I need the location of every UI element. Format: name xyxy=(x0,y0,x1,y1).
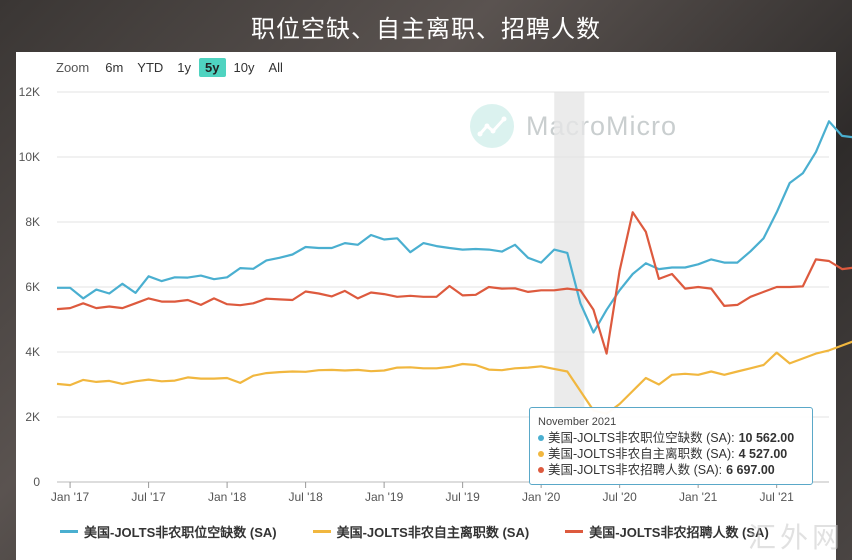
tooltip-row-hires: 美国-JOLTS非农招聘人数 (SA): 6 697.00 xyxy=(538,462,804,478)
tooltip-value: 4 527.00 xyxy=(738,447,788,461)
range-button-10y[interactable]: 10y xyxy=(233,59,255,75)
x-tick-label: Jul '17 xyxy=(131,490,166,504)
tooltip-dot-quits xyxy=(538,451,544,457)
x-tick-label: Jan '20 xyxy=(522,490,561,504)
legend-swatch-quits xyxy=(312,530,331,533)
legend-label-quits: 美国-JOLTS非农自主离职数 (SA) xyxy=(336,525,530,540)
legend-swatch-hires xyxy=(565,530,584,533)
tooltip-dot-openings xyxy=(538,435,544,441)
y-tick-label: 10K xyxy=(19,150,40,164)
y-tick-label: 2K xyxy=(25,410,40,424)
range-button-1y[interactable]: 1y xyxy=(177,59,192,75)
tooltip-value: 6 697.00 xyxy=(726,463,775,477)
tooltip-value: 10 562.00 xyxy=(738,431,795,445)
x-tick-label: Jul '21 xyxy=(760,490,795,504)
legend-label-openings: 美国-JOLTS非农职位空缺数 (SA) xyxy=(84,525,277,540)
series-line-2 xyxy=(56,211,852,355)
page-title: 职位空缺、自主离职、招聘人数 xyxy=(251,14,601,43)
y-tick-label: 8K xyxy=(25,215,40,229)
range-button-ytd[interactable]: YTD xyxy=(137,59,164,75)
tooltip-date: November 2021 xyxy=(538,416,617,428)
macromicro-watermark: MacroMicro xyxy=(470,104,677,148)
chart-legend: 美国-JOLTS非农职位空缺数 (SA) 美国-JOLTS非农自主离职数 (SA… xyxy=(60,522,820,541)
tooltip-row-openings: 美国-JOLTS非农职位空缺数 (SA): 10 562.00 xyxy=(538,430,804,446)
x-tick-label: Jul '19 xyxy=(445,490,480,504)
y-tick-label: 4K xyxy=(25,345,40,359)
watermark-text: MacroMicro xyxy=(526,110,678,141)
y-tick-label: 6K xyxy=(25,280,40,294)
legend-swatch-openings xyxy=(60,530,78,533)
tooltip-label: 美国-JOLTS非农职位空缺数 (SA): xyxy=(548,431,735,445)
legend-label-hires: 美国-JOLTS非农招聘人数 (SA) xyxy=(589,525,769,540)
range-button-5y[interactable]: 5y xyxy=(199,57,226,77)
series-line-0 xyxy=(57,120,852,334)
legend-item-openings[interactable]: 美国-JOLTS非农职位空缺数 (SA) xyxy=(60,522,277,541)
tooltip-label: 美国-JOLTS非农自主离职数 (SA): xyxy=(548,447,735,461)
x-tick-label: Jan '17 xyxy=(51,490,90,504)
legend-item-hires[interactable]: 美国-JOLTS非农招聘人数 (SA) xyxy=(565,522,769,541)
range-selector: Zoom 6m YTD 1y 5y 10y All xyxy=(40,57,291,77)
y-tick-label: 0 xyxy=(33,475,40,489)
x-tick-label: Jul '20 xyxy=(602,490,637,504)
series-line-1 xyxy=(56,340,852,415)
corner-watermark: 汇外网 xyxy=(747,521,844,554)
tooltip-row-quits: 美国-JOLTS非农自主离职数 (SA): 4 527.00 xyxy=(538,446,804,462)
range-button-6m[interactable]: 6m xyxy=(105,59,124,75)
tooltip-label: 美国-JOLTS非农招聘人数 (SA): xyxy=(548,463,723,477)
x-tick-label: Jan '18 xyxy=(208,490,247,504)
x-tick-label: Jul '18 xyxy=(288,490,323,504)
macromicro-logo-icon xyxy=(470,104,514,148)
y-tick-label: 12K xyxy=(19,85,40,99)
zoom-label: Zoom xyxy=(56,59,90,75)
x-tick-label: Jan '21 xyxy=(679,490,718,504)
x-tick-label: Jan '19 xyxy=(365,490,404,504)
tooltip-dot-hires xyxy=(538,467,544,473)
legend-item-quits[interactable]: 美国-JOLTS非农自主离职数 (SA) xyxy=(312,522,530,541)
range-button-all[interactable]: All xyxy=(268,59,283,75)
chart-tooltip: November 2021 美国-JOLTS非农职位空缺数 (SA): 10 5… xyxy=(529,407,813,485)
